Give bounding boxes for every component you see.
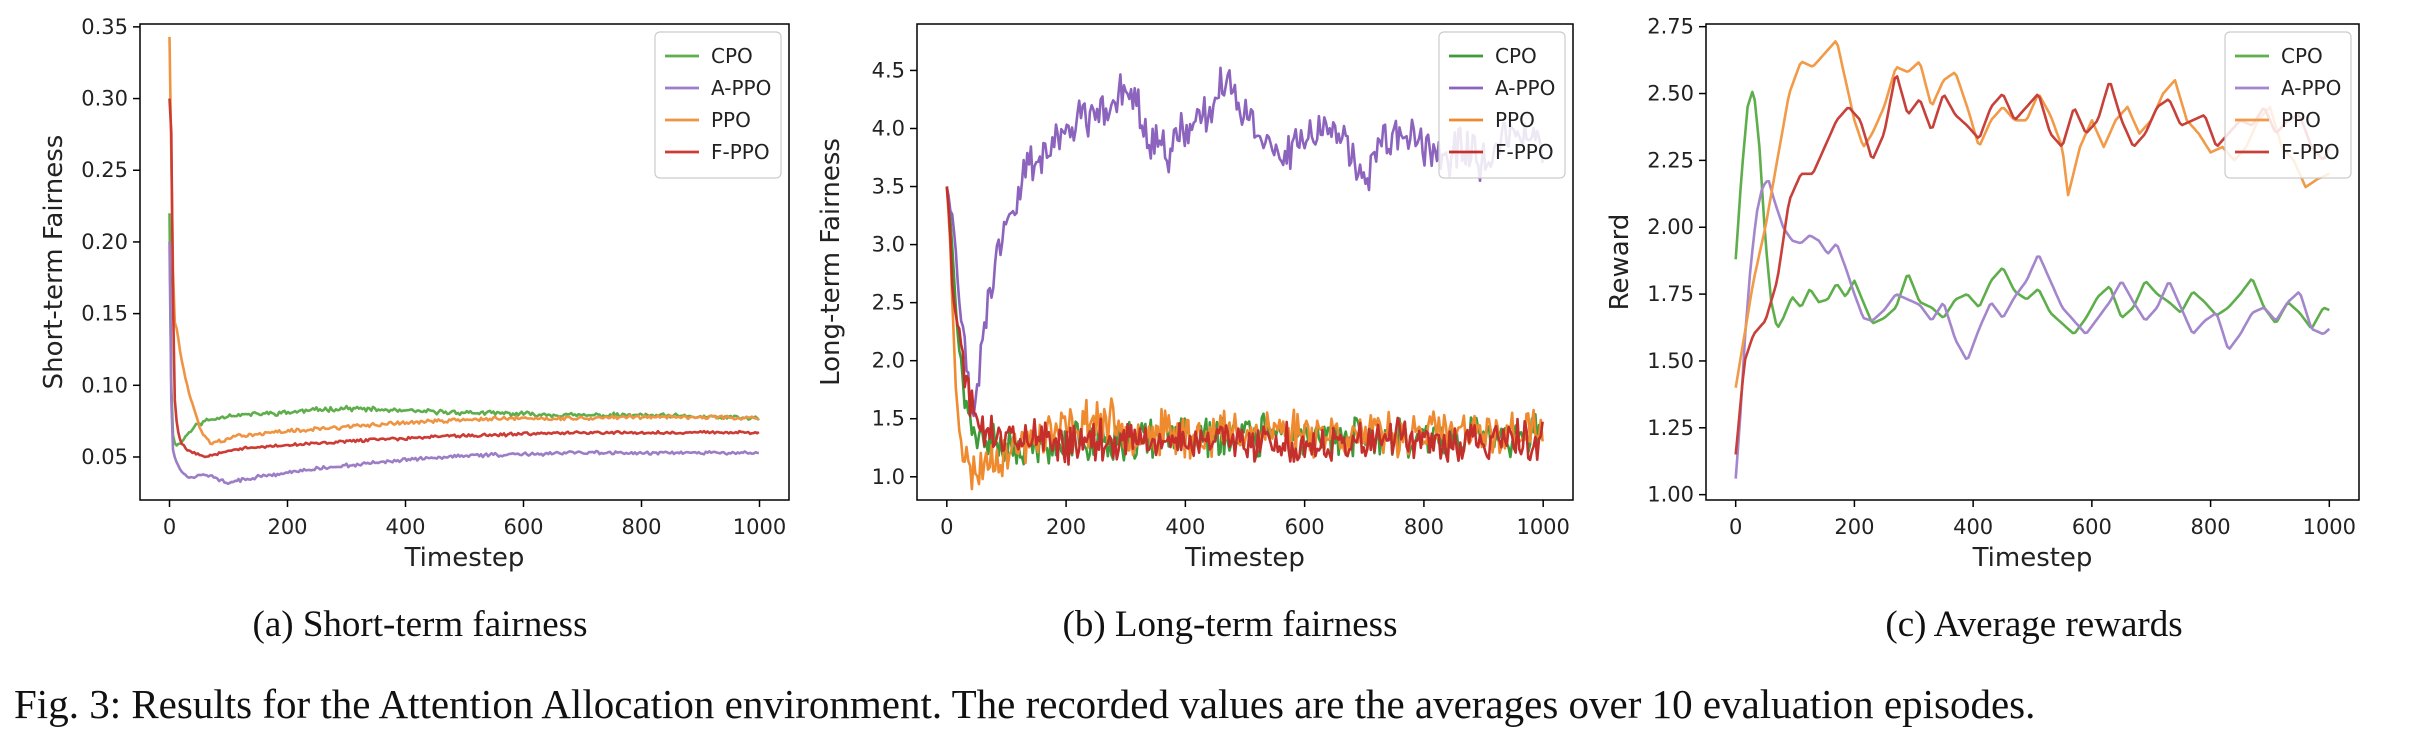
- y-tick-label: 1.50: [1647, 349, 1694, 373]
- subcaption-b: (b) Long-term fairness: [1062, 604, 1398, 645]
- chart-panel-2: 0 200 400 600 800 1000 1.00 1.25 1.50 1.75 2.00 2.2…: [1605, 15, 2360, 573]
- legend-label: F-PPO: [711, 140, 770, 164]
- series-line-cpo: [1734, 90, 2330, 335]
- legend-label: CPO: [711, 44, 753, 68]
- legend: CPO A-PPO PPO F-PPO: [2224, 31, 2352, 179]
- x-tick-label: 0: [163, 515, 176, 539]
- series-group: [168, 36, 760, 486]
- y-tick-label: 0.25: [81, 158, 128, 182]
- x-tick-label: 0: [940, 515, 953, 539]
- legend-label: F-PPO: [1495, 140, 1554, 164]
- plot-frame: [1705, 23, 2360, 501]
- legend-label: PPO: [2281, 108, 2321, 132]
- y-tick-label: 1.25: [1647, 416, 1694, 440]
- y-tick-label: 2.0: [872, 349, 905, 373]
- y-tick-label: 3.0: [872, 233, 905, 257]
- x-tick-label: 600: [503, 515, 543, 539]
- x-tick-label: 400: [1953, 515, 1993, 539]
- series-line-f-ppo: [945, 186, 1544, 466]
- subcaption-c: (c) Average rewards: [1885, 604, 2183, 645]
- x-tick-label: 1000: [1516, 515, 1569, 539]
- x-tick-label: 200: [267, 515, 307, 539]
- y-tick-label: 1.5: [872, 407, 905, 431]
- series-line-ppo: [168, 36, 759, 446]
- y-axis-label: Short-term Fairness: [39, 135, 69, 390]
- y-tick-label: 2.00: [1647, 215, 1694, 239]
- y-tick-label: 4.0: [872, 116, 905, 140]
- x-tick-label: 600: [2072, 515, 2112, 539]
- x-axis-label: Timestep: [1184, 543, 1305, 573]
- plot-frame: [916, 23, 1574, 501]
- legend-label: PPO: [1495, 108, 1535, 132]
- x-axis-label: Timestep: [404, 543, 525, 573]
- y-tick-label: 0.15: [81, 302, 128, 326]
- plot-frame: [139, 23, 790, 501]
- x-tick-label: 1000: [733, 515, 786, 539]
- figure-caption: Fig. 3: Results for the Attention Alloca…: [14, 681, 2036, 727]
- series-line-cpo: [945, 186, 1543, 466]
- legend-label: A-PPO: [2281, 76, 2341, 100]
- y-tick-label: 2.50: [1647, 82, 1694, 106]
- x-tick-label: 800: [2191, 515, 2231, 539]
- y-tick-label: 2.75: [1647, 15, 1694, 39]
- y-axis-label: Long-term Fairness: [816, 138, 846, 386]
- legend-label: F-PPO: [2281, 140, 2340, 164]
- x-tick-label: 200: [1046, 515, 1086, 539]
- legend-label: A-PPO: [1495, 76, 1555, 100]
- legend-label: CPO: [2281, 44, 2323, 68]
- y-tick-label: 0.10: [81, 373, 128, 397]
- y-tick-label: 1.0: [872, 465, 905, 489]
- x-tick-label: 800: [621, 515, 661, 539]
- series-line-a-ppo: [168, 241, 760, 486]
- legend-label: CPO: [1495, 44, 1537, 68]
- y-tick-label: 1.00: [1647, 483, 1694, 507]
- y-tick-label: 0.35: [81, 15, 128, 39]
- y-tick-label: 2.5: [872, 291, 905, 315]
- chart-panel-0: 0 200 400 600 800 1000 0.05 0.10 0.15 0.20 0.25 0.3…: [39, 15, 790, 573]
- legend-box: [2224, 31, 2352, 179]
- x-tick-label: 200: [1834, 515, 1874, 539]
- figure-charts: 0 200 400 600 800 1000 0.05 0.10 0.15 0.20 0.25 0.3…: [39, 15, 2360, 573]
- x-tick-label: 800: [1404, 515, 1444, 539]
- y-axis-label: Reward: [1605, 214, 1635, 311]
- x-axis-label: Timestep: [1972, 543, 2093, 573]
- legend: CPO A-PPO PPO F-PPO: [654, 31, 782, 179]
- y-tick-label: 0.20: [81, 230, 128, 254]
- subcaption-a: (a) Short-term fairness: [252, 604, 588, 645]
- legend-label: A-PPO: [711, 76, 771, 100]
- x-tick-label: 0: [1729, 515, 1742, 539]
- x-tick-label: 1000: [2303, 515, 2356, 539]
- series-line-f-ppo: [168, 98, 760, 459]
- series-line-a-ppo: [1734, 179, 2331, 479]
- legend: CPO A-PPO PPO F-PPO: [1438, 31, 1566, 179]
- y-tick-label: 1.75: [1647, 282, 1694, 306]
- legend-box: [1438, 31, 1566, 179]
- legend-label: PPO: [711, 108, 751, 132]
- y-tick-label: 0.05: [81, 445, 128, 469]
- y-tick-label: 2.25: [1647, 148, 1694, 172]
- y-tick-label: 4.5: [872, 58, 905, 82]
- y-tick-label: 0.30: [81, 87, 128, 111]
- x-tick-label: 400: [385, 515, 425, 539]
- legend-box: [654, 31, 782, 179]
- series-line-cpo: [168, 213, 760, 447]
- chart-panel-1: 0 200 400 600 800 1000 1.0 1.5 2.0 2.5 3.0 3.5 4.0 4.…: [816, 23, 1574, 573]
- y-tick-label: 3.5: [872, 175, 905, 199]
- x-tick-label: 600: [1285, 515, 1325, 539]
- x-tick-label: 400: [1165, 515, 1205, 539]
